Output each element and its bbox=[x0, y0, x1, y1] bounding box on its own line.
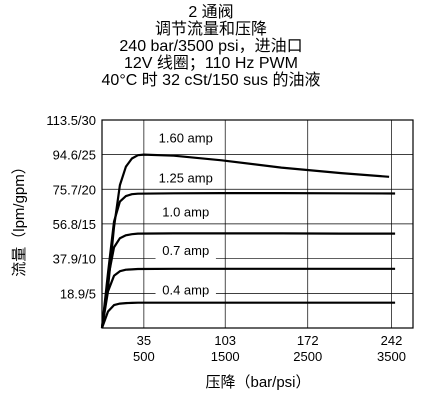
series-line bbox=[100, 267, 396, 329]
y-tick-label: 37.9/10 bbox=[53, 252, 96, 267]
series-layer: 1.60 amp 1.25 amp 1.0 amp 0.7 amp 0.4 amp bbox=[100, 128, 396, 329]
y-tick-label: 94.6/25 bbox=[53, 148, 96, 163]
series-label: 1.60 amp bbox=[159, 130, 213, 145]
x-tick-label-psi: 500 bbox=[133, 349, 155, 364]
chart-title-block: 2 通阀 调节流量和压降 240 bar/3500 psi，进油口 12V 线圈… bbox=[0, 4, 422, 89]
y-tick-label: 56.8/15 bbox=[53, 217, 96, 232]
plot-frame bbox=[101, 119, 414, 329]
x-tick-label-bar: 242 bbox=[381, 333, 403, 348]
y-tick-label: 113.5/30 bbox=[46, 113, 96, 128]
x-tick-label-bar: 172 bbox=[297, 333, 319, 348]
x-tick-label-psi: 3500 bbox=[377, 349, 406, 364]
series-label-background bbox=[151, 168, 220, 187]
chart-title-line: 240 bar/3500 psi，进油口 bbox=[119, 38, 303, 55]
y-axis-label: 流量（lpm/gpm） bbox=[11, 159, 28, 277]
series-label: 1.0 amp bbox=[162, 205, 209, 220]
x-tick-label-bar: 35 bbox=[137, 333, 151, 348]
x-tick-label-psi: 2500 bbox=[293, 349, 322, 364]
x-axis-label: 压降（bar/psi） bbox=[205, 374, 310, 391]
series-label: 1.25 amp bbox=[159, 171, 213, 186]
series-line bbox=[100, 301, 396, 329]
series-label: 0.7 amp bbox=[162, 243, 209, 258]
series-label: 0.4 amp bbox=[162, 282, 209, 297]
series-label-background bbox=[155, 241, 216, 260]
series-line bbox=[100, 192, 396, 329]
chart-title-line: 40°C 时 32 cSt/150 sus 的油液 bbox=[101, 72, 321, 89]
chart-title-line: 2 通阀 bbox=[188, 4, 234, 21]
chart-title-line: 调节流量和压降 bbox=[154, 21, 267, 38]
chart-title-line: 12V 线圈；110 Hz PWM bbox=[124, 55, 298, 72]
x-tick-label-bar: 103 bbox=[214, 333, 236, 348]
y-tick-label: 75.7/20 bbox=[53, 182, 96, 197]
series-line bbox=[100, 232, 396, 329]
series-label-background bbox=[155, 202, 216, 221]
y-axis-ticks: 18.9/5 37.9/10 56.8/15 75.7/20 94.6/25 113.5/… bbox=[46, 113, 96, 301]
series-label-background bbox=[151, 128, 220, 147]
grid bbox=[102, 119, 413, 328]
y-tick-label: 18.9/5 bbox=[60, 286, 96, 301]
series-label-background bbox=[155, 280, 216, 299]
x-tick-label-psi: 1500 bbox=[211, 349, 240, 364]
